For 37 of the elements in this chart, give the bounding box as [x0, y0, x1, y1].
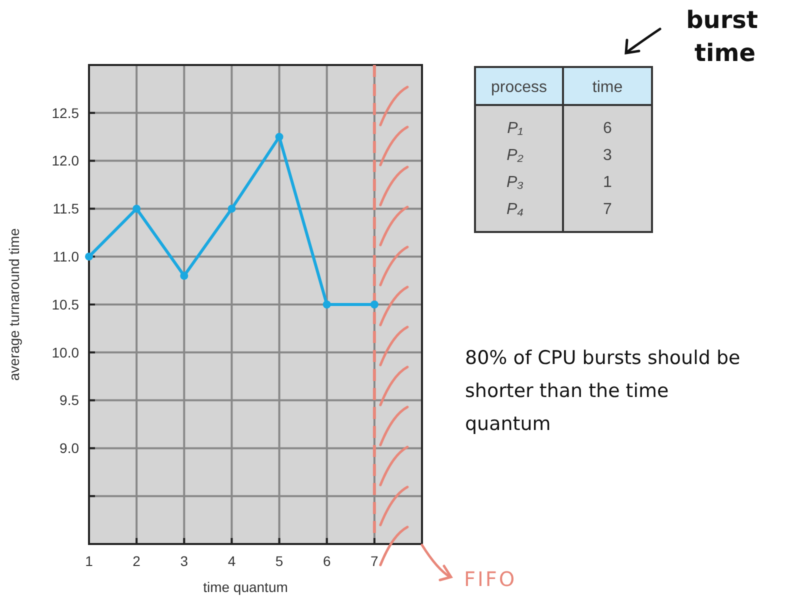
- category-label: P₄: [506, 201, 524, 218]
- x-tick-label: 5: [275, 553, 284, 569]
- data-label: 6: [603, 120, 612, 137]
- legend-label: FIFO: [464, 567, 517, 591]
- x-tick-label: 6: [322, 553, 331, 569]
- point: [370, 300, 378, 308]
- x-tick-label: 3: [180, 553, 188, 569]
- text: process: [490, 79, 548, 96]
- x-tick-label: 4: [228, 553, 236, 569]
- point: [228, 204, 236, 213]
- point: [275, 132, 284, 141]
- text: time: [592, 79, 623, 96]
- y-tick-label: 11.0: [52, 248, 80, 264]
- x-tick-label: 7: [370, 553, 379, 569]
- x-tick-label: 2: [132, 553, 141, 569]
- text: 80% of CPU bursts should be shorter than the time quantum: [465, 347, 740, 435]
- y-tick-label: 10.5: [52, 296, 80, 312]
- y-tick-label: 9.5: [60, 392, 80, 408]
- point: [85, 252, 93, 261]
- y-axis-title: average turnaround time: [6, 228, 22, 381]
- y-tick-label: 11.5: [52, 200, 80, 217]
- text: burst time: [686, 6, 758, 67]
- point: [132, 204, 141, 213]
- y-tick-label: 12.5: [52, 104, 80, 121]
- point: [322, 300, 331, 308]
- y-tick-label: 10.0: [52, 344, 80, 360]
- data-label: 7: [603, 201, 612, 218]
- category-label: P₁: [507, 120, 523, 137]
- y-tick-label: 12.0: [52, 152, 80, 169]
- category-label: P₃: [506, 174, 524, 191]
- x-axis-title: time quantum: [203, 579, 288, 595]
- category-label: P₂: [506, 147, 524, 164]
- y-tick-label: 9.0: [60, 440, 80, 456]
- data-label: 1: [603, 174, 612, 191]
- data-label: 3: [603, 147, 612, 164]
- point: [180, 272, 188, 280]
- x-tick-label: 1: [85, 553, 94, 569]
